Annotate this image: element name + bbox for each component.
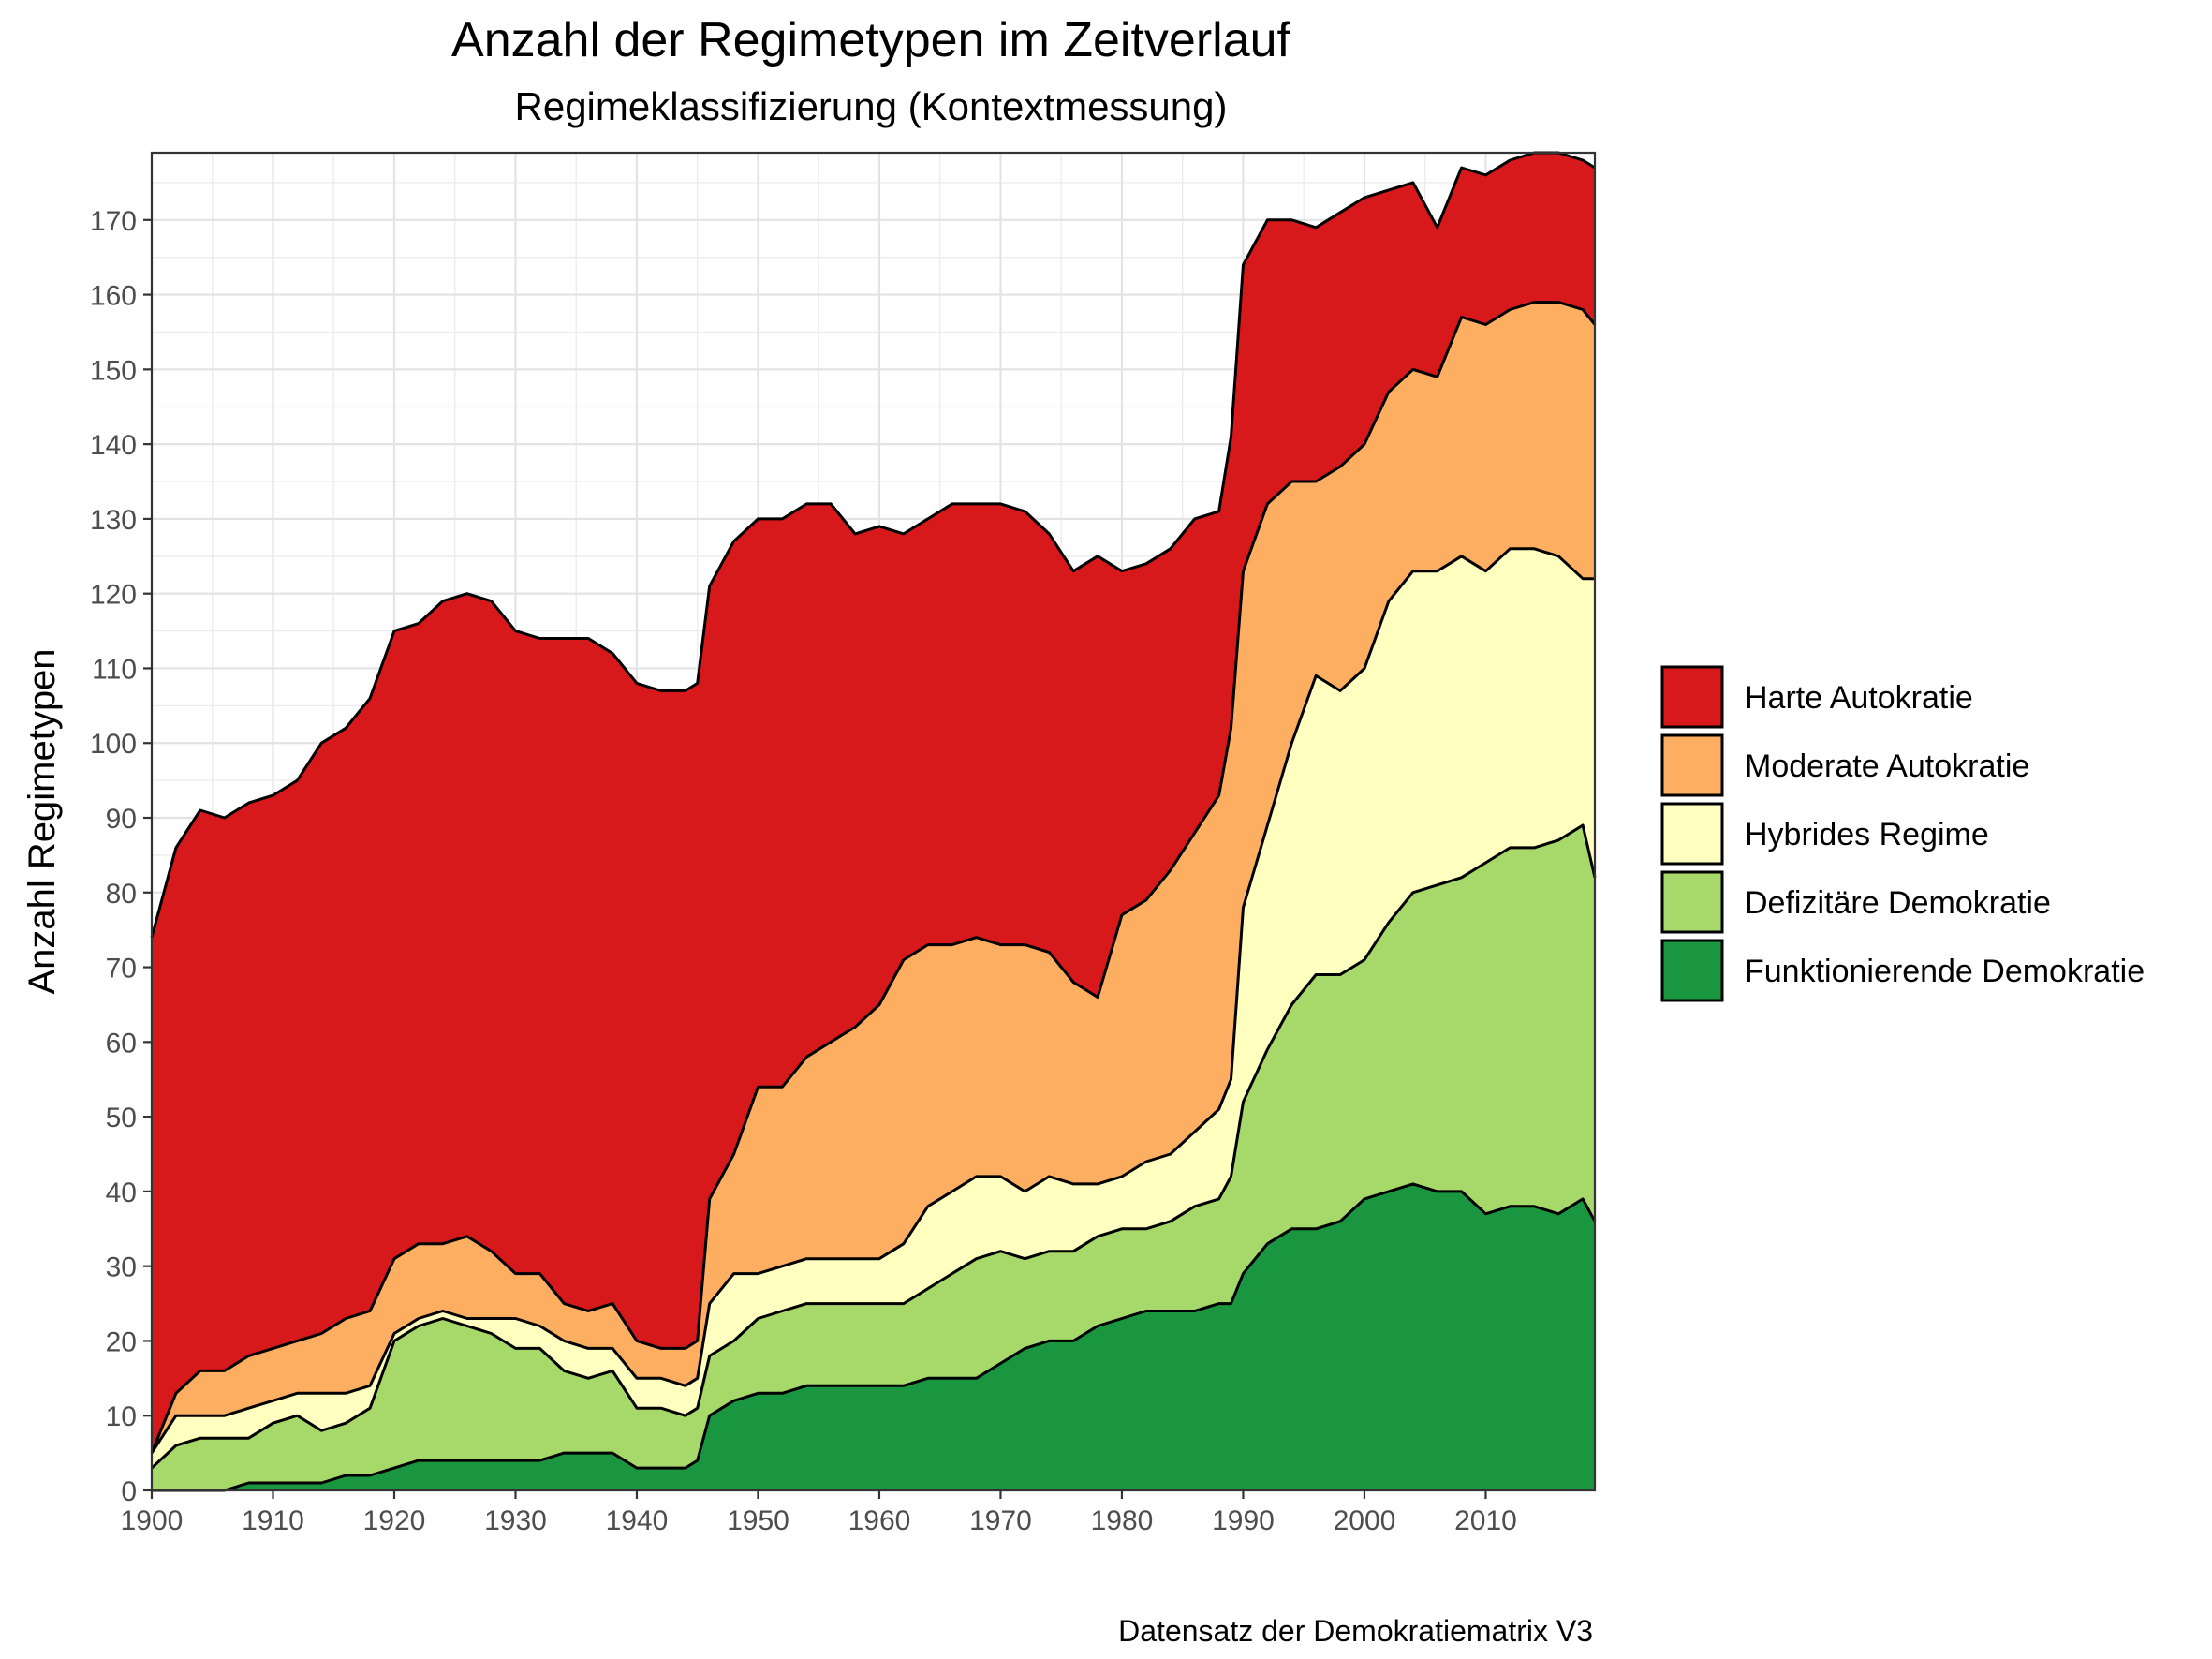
legend-swatch-moderate-autokratie [1660, 733, 1724, 797]
legend-swatch-hybrides-regime [1660, 802, 1724, 866]
y-tick-label: 10 [106, 1401, 137, 1432]
plot-panel [150, 151, 1597, 1492]
y-tick-label: 100 [90, 729, 137, 760]
legend-label-defizit-re-demokratie: Defizitäre Demokratie [1745, 885, 2051, 921]
area-hybrides-regime [152, 548, 1595, 1469]
plot-border [150, 151, 1597, 1492]
x-axis: 1900 1910 1920 1930 1940 1950 1960 1970 1980 1990… [121, 1490, 1517, 1536]
area-defizit-re-demokratie [152, 825, 1595, 1490]
x-tick-label: 2010 [1454, 1505, 1517, 1536]
chart-subtitle: Regimeklassifizierung (Kontextmessung) [515, 84, 1228, 128]
x-tick-label: 1930 [484, 1505, 547, 1536]
y-tick-label: 30 [106, 1252, 137, 1283]
legend: Harte Autokratie Moderate Autokratie Hybri… [1660, 665, 2145, 1002]
caption: Datensatz der Demokratiematrix V3 [1118, 1614, 1593, 1648]
y-tick-label: 110 [92, 654, 137, 685]
boundary-hybrides-regime [150, 547, 1595, 1454]
x-tick-label: 1990 [1212, 1505, 1275, 1536]
x-tick-label: 1950 [727, 1505, 789, 1536]
x-tick-label: 1970 [969, 1505, 1032, 1536]
y-tick-label: 80 [106, 879, 137, 910]
legend-swatch-harte-autokratie [1660, 665, 1724, 729]
legend-swatch-defizit-re-demokratie [1660, 870, 1724, 934]
chart-title: Anzahl der Regimetypen im Zeitverlauf [451, 13, 1291, 67]
x-tick-label: 1980 [1091, 1505, 1154, 1536]
boundary-defizit-re-demokratie [150, 823, 1597, 1470]
boundary-moderate-autokratie [150, 301, 1597, 1454]
x-tick-label: 1900 [121, 1505, 184, 1536]
area-harte-autokratie [152, 153, 1595, 1454]
y-tick-label: 70 [106, 954, 137, 985]
y-tick-label: 130 [90, 505, 137, 536]
x-tick-label: 1960 [848, 1505, 911, 1536]
y-tick-label: 170 [90, 206, 137, 237]
area-funktionierende-demokratie [152, 1183, 1595, 1490]
y-tick-label: 60 [106, 1028, 137, 1059]
area-layers [150, 151, 1597, 1492]
boundary-harte-autokratie [150, 151, 1596, 939]
legend-label-hybrides-regime: Hybrides Regime [1745, 817, 1989, 852]
y-tick-label: 50 [106, 1103, 137, 1133]
x-tick-label: 2000 [1334, 1505, 1396, 1536]
y-axis: 0 10 20 30 40 50 60 70 80 90 100 110 120 130 140 150 160… [90, 206, 152, 1507]
y-tick-label: 90 [106, 804, 137, 835]
x-tick-label: 1910 [242, 1505, 304, 1536]
y-tick-label: 160 [90, 281, 137, 312]
legend-label-harte-autokratie: Harte Autokratie [1745, 680, 1973, 716]
y-tick-label: 0 [121, 1476, 137, 1507]
y-axis-title: Anzahl Regimetypen [22, 648, 63, 994]
legend-label-funktionierende-demokratie: Funktionierende Demokratie [1745, 954, 2145, 989]
boundary-funktionierende-demokratie [152, 1182, 1597, 1492]
y-tick-label: 20 [106, 1326, 137, 1357]
y-tick-label: 150 [90, 355, 137, 386]
y-tick-label: 40 [106, 1178, 137, 1208]
x-tick-label: 1920 [363, 1505, 426, 1536]
legend-swatch-funktionierende-demokratie [1660, 939, 1724, 1002]
y-tick-label: 140 [90, 430, 137, 461]
legend-label-moderate-autokratie: Moderate Autokratie [1745, 748, 2029, 784]
y-tick-label: 120 [90, 580, 137, 611]
x-tick-label: 1940 [606, 1505, 669, 1536]
area-moderate-autokratie [152, 302, 1595, 1454]
